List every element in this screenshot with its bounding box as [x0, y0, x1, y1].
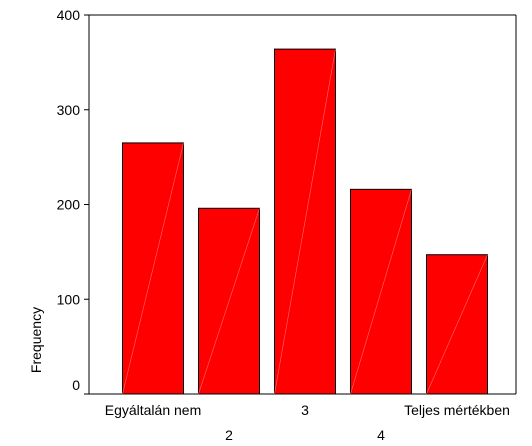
x-axis-labels: Egyáltalán nem 2 3 4 Teljes mértékben — [105, 402, 510, 443]
y-axis-title: Frequency — [28, 307, 44, 373]
y-tick-label: 200 — [57, 197, 81, 213]
y-axis-ticks: 0 100 200 300 400 — [57, 7, 89, 395]
bar-highlight — [426, 254, 488, 395]
y-tick-label: 300 — [57, 102, 81, 118]
x-category-label: 3 — [301, 402, 309, 418]
x-category-label: 4 — [377, 427, 385, 443]
y-tick-label: 400 — [57, 7, 81, 23]
bars-group — [122, 48, 488, 395]
y-tick-label: 100 — [57, 291, 81, 307]
bar-highlight — [122, 142, 184, 395]
x-category-label: Teljes mértékben — [404, 402, 510, 418]
x-category-label: Egyáltalán nem — [105, 402, 202, 418]
bar-highlight — [350, 189, 412, 395]
x-category-label: 2 — [225, 427, 233, 443]
bar-highlight — [198, 208, 260, 395]
bar-highlight — [274, 49, 336, 395]
y-tick-label: 0 — [72, 377, 80, 393]
